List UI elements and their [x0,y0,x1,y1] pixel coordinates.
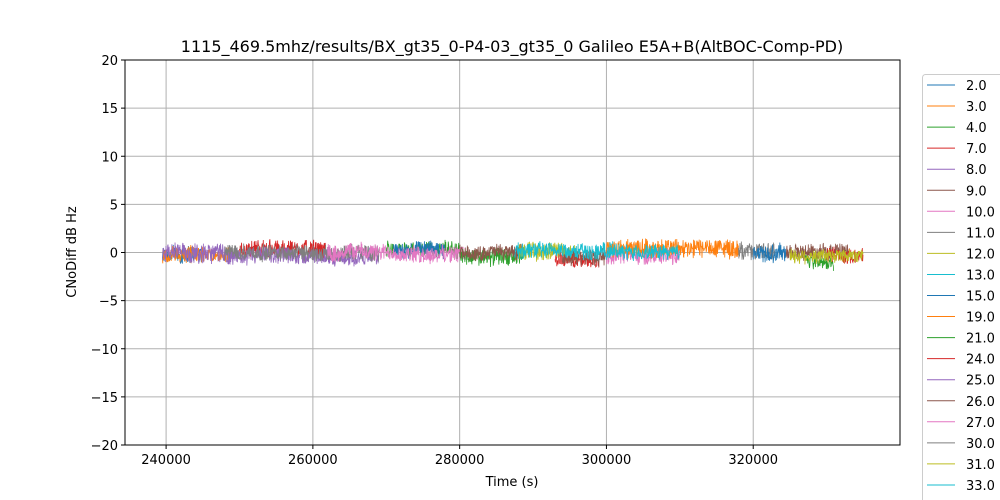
y-tick-label: 20 [101,54,118,69]
y-axis: 20 15 10 5 0 −5 −10 −15 −20 [91,54,125,454]
legend-label: 31.0 [966,458,995,473]
series-line-15-0 [393,240,446,259]
legend-label: 33.0 [966,479,995,494]
legend-label: 30.0 [966,437,995,452]
y-axis-label: CNoDiff dB Hz [65,206,80,298]
y-tick-label: −5 [99,295,118,310]
y-tick-label: −10 [91,343,118,358]
y-tick-label: 0 [110,247,118,262]
series-line-33-0 [606,243,680,262]
x-tick-label: 280000 [435,453,485,468]
x-axis: 240000 260000 280000 300000 320000 [141,445,778,468]
x-tick-label: 300000 [582,453,632,468]
legend: 2.0 3.0 4.0 7.0 8.0 9.0 10.0 11.0 12.0 13.0 15.0 19… [922,74,1000,500]
legend-label: 25.0 [966,374,995,389]
y-tick-label: 5 [110,198,118,213]
legend-label: 19.0 [966,311,995,326]
series-line-31-0 [789,248,864,265]
legend-label: 12.0 [966,247,995,262]
legend-label: 2.0 [966,79,987,94]
legend-box [922,74,1000,500]
legend-label: 7.0 [966,142,987,157]
series-group [162,238,864,271]
y-tick-label: 15 [101,102,118,117]
chart-title: 1115_469.5mhz/results/BX_gt35_0-P4-03_gt… [181,37,843,57]
x-tick-label: 260000 [288,453,338,468]
y-tick-label: −20 [91,439,118,454]
x-tick-label: 240000 [141,453,191,468]
series-line-26-0 [785,242,849,261]
legend-label: 9.0 [966,184,987,199]
legend-label: 10.0 [966,205,995,220]
legend-label: 26.0 [966,395,995,410]
legend-label: 15.0 [966,290,995,305]
legend-label: 3.0 [966,100,987,115]
legend-label: 11.0 [966,226,995,241]
series-line-9-0 [459,243,526,262]
x-tick-label: 320000 [728,453,778,468]
legend-label: 8.0 [966,163,987,178]
legend-label: 27.0 [966,416,995,431]
series-line-2-0 [752,242,787,264]
y-tick-label: 10 [101,150,118,165]
series-line-13-0 [514,241,615,261]
legend-label: 4.0 [966,121,987,136]
y-tick-label: −15 [91,391,118,406]
series-line-8-0 [162,242,226,264]
legend-label: 13.0 [966,268,995,283]
legend-label: 21.0 [966,332,995,347]
x-axis-label: Time (s) [485,475,539,490]
legend-label: 24.0 [966,353,995,368]
series-line-10-0 [327,241,468,265]
